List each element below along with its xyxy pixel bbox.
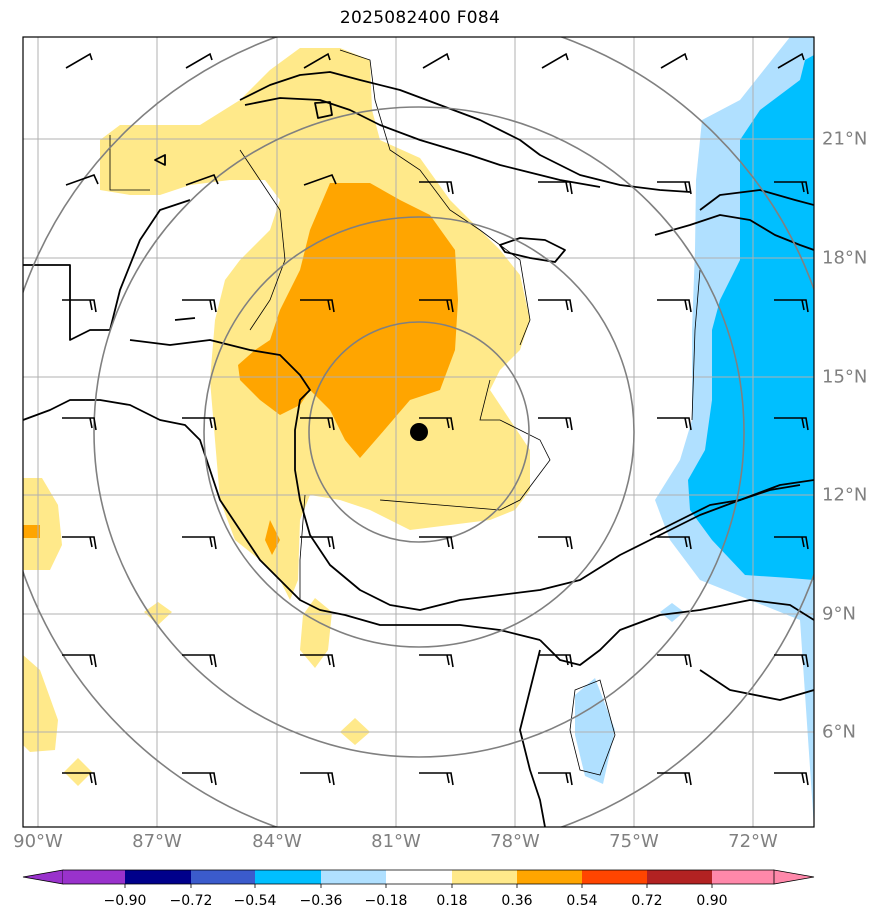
wind-barb [538,654,573,668]
wind-barb [182,417,217,431]
wind-barbs [62,52,809,786]
wind-barb [182,772,217,786]
wind-barb [774,772,809,786]
colorbar-tick-label: −0.90 [103,893,147,909]
wind-barb [777,52,805,69]
colorbar [22,869,815,888]
wind-barb [65,173,99,186]
colorbar-tick-label: −0.72 [169,893,213,909]
wind-barb [657,536,692,550]
wind-barb [538,299,573,313]
anomaly-orange-core [238,183,458,458]
colorbar-tick-label: −0.36 [299,893,343,909]
wind-barb [185,52,213,69]
coastlines [23,71,814,827]
wind-barb [62,299,97,313]
wind-barb [62,417,97,431]
lat-label-12n: 12°N [822,484,868,506]
wind-barb [419,299,454,313]
wind-barb [300,299,335,313]
range-rings [23,37,814,827]
lon-label-90w: 90°W [13,831,63,852]
anomaly-cyan-east [688,55,814,580]
lon-label-75w: 75°W [609,831,659,852]
wind-barb [303,52,331,69]
wind-barb [419,772,454,786]
lat-label-15n: 15°N [822,366,868,388]
wind-barb [657,772,692,786]
map-frame [22,36,815,828]
wind-barb [774,299,809,313]
wind-barb [774,654,809,668]
wind-barb [182,654,217,668]
lon-label-84w: 84°W [252,831,302,852]
wind-barb [422,52,450,69]
wind-barb [300,417,335,431]
wind-barb [419,536,454,550]
wind-barb [657,654,692,668]
wind-barb [541,52,569,69]
wind-barb [774,536,809,550]
colorbar-tick-label: −0.18 [364,893,408,909]
wind-barb [65,52,93,69]
lat-label-9n: 9°N [822,603,856,625]
lon-label-78w: 78°W [490,831,540,852]
colorbar-tick-label: 0.18 [436,893,468,909]
wind-barb [538,417,573,431]
wind-barb [538,536,573,550]
lon-label-72w: 72°W [728,831,778,852]
colorbar-tick-label: 0.90 [696,893,728,909]
lat-label-21n: 21°N [822,128,868,150]
wind-barb [660,52,688,69]
lat-label-18n: 18°N [822,247,868,269]
colorbar-tick-label: 0.54 [566,893,598,909]
wind-barb [419,654,454,668]
wind-barb [300,654,335,668]
wind-barb [774,417,809,431]
wind-barb [300,772,335,786]
wind-barb [182,299,217,313]
wind-barb [185,173,219,186]
lon-label-81w: 81°W [371,831,421,852]
wind-barb [62,772,97,786]
colorbar-extend-low [22,869,64,885]
storm-center-marker [410,423,428,441]
wind-barb [62,536,97,550]
lat-label-6n: 6°N [822,721,856,743]
colorbar-extend-high [773,869,815,885]
colorbar-tick-label: −0.54 [233,893,277,909]
wind-barb [538,181,573,195]
wind-barb [419,417,454,431]
wind-barb [62,654,97,668]
lon-label-87w: 87°W [132,831,182,852]
wind-barb [657,181,692,195]
wind-barb [774,181,809,195]
wind-barb [303,173,337,186]
wind-barb [419,181,454,195]
colorbar-tick-label: 0.72 [631,893,663,909]
wind-barb [538,772,573,786]
chart-title: 2025082400 F084 [339,8,501,28]
wind-barb [300,536,335,550]
wind-barb [657,417,692,431]
wind-barb [182,536,217,550]
wind-barb [657,299,692,313]
anomaly-light-blue-south [575,678,615,784]
colorbar-tick-label: 0.36 [501,893,533,909]
